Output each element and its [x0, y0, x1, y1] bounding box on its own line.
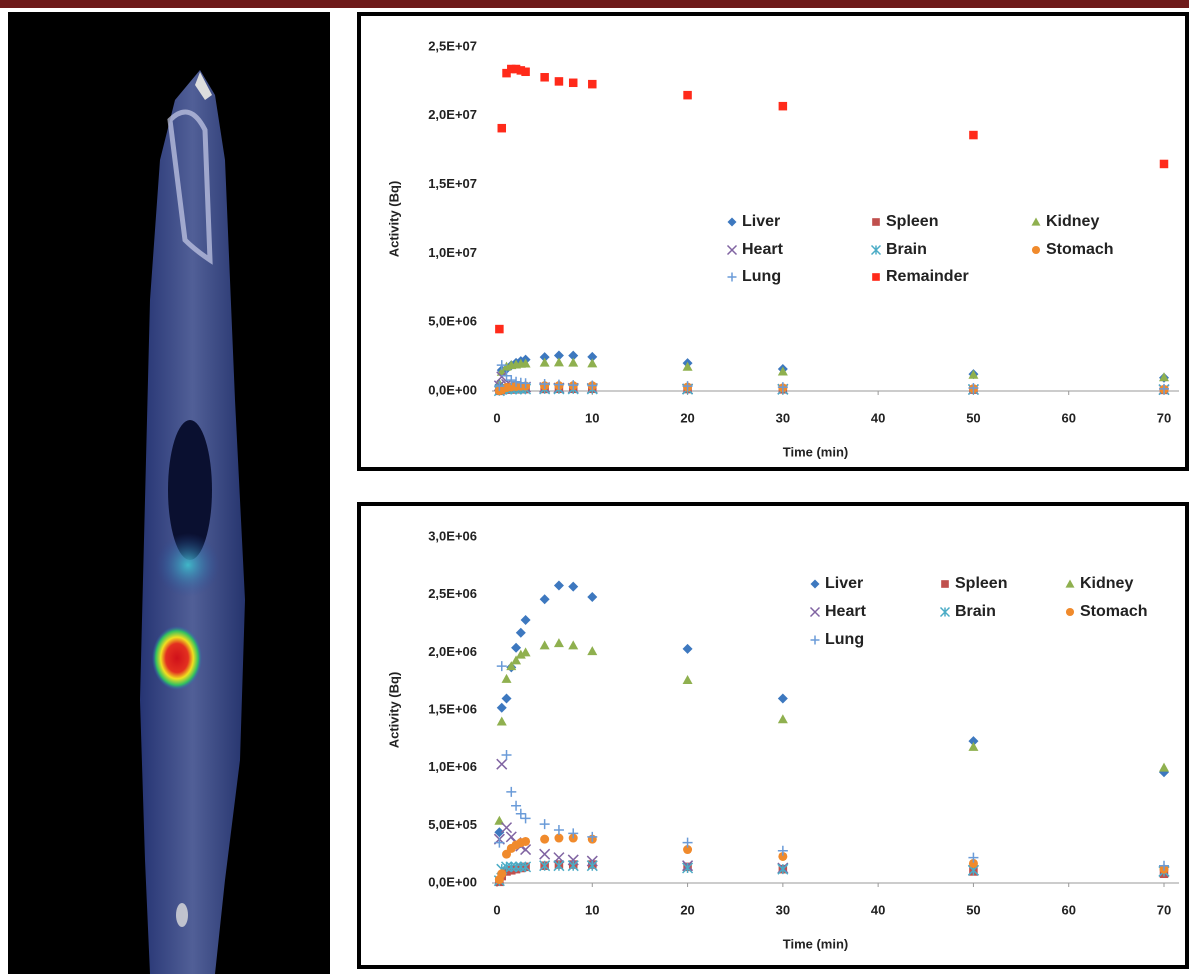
- y-tick-label: 0,0E+00: [428, 874, 477, 889]
- legend-label: Stomach: [1046, 241, 1114, 258]
- y-tick-label: 2,5E+06: [428, 586, 477, 601]
- marker: [969, 131, 978, 140]
- legend-label: Brain: [886, 241, 927, 258]
- x-tick-label: 10: [585, 410, 599, 425]
- legend-label: Kidney: [1046, 213, 1099, 230]
- y-tick-label: 2,5E+07: [428, 38, 477, 53]
- y-tick-label: 3,0E+06: [428, 528, 477, 543]
- legend-label: Stomach: [1080, 603, 1148, 620]
- marker: [540, 835, 549, 844]
- x-tick-label: 60: [1061, 410, 1075, 425]
- chart-frame: [359, 504, 1187, 967]
- legend-label: Spleen: [886, 213, 938, 230]
- marker: [683, 91, 692, 100]
- x-tick-label: 10: [585, 902, 599, 917]
- y-tick-label: 1,0E+06: [428, 759, 477, 774]
- legend-label: Liver: [742, 213, 780, 230]
- legend-label: Brain: [955, 603, 996, 620]
- pet-image: [8, 12, 330, 974]
- top-band: [0, 0, 1189, 8]
- x-tick-label: 70: [1157, 902, 1171, 917]
- marker: [555, 77, 564, 86]
- marker: [540, 73, 549, 82]
- x-tick-label: 50: [966, 410, 980, 425]
- y-axis-title: Activity (Bq): [386, 672, 401, 749]
- marker: [521, 68, 530, 77]
- x-tick-label: 0: [493, 410, 500, 425]
- legend-label: Spleen: [955, 575, 1007, 592]
- legend-marker: [1066, 608, 1074, 616]
- x-tick-label: 60: [1061, 902, 1075, 917]
- x-tick-label: 30: [776, 902, 790, 917]
- y-tick-label: 2,0E+07: [428, 107, 477, 122]
- x-axis-title: Time (min): [783, 936, 849, 951]
- x-tick-label: 0: [493, 902, 500, 917]
- legend-marker: [872, 273, 880, 281]
- marker: [498, 124, 507, 132]
- y-tick-label: 5,0E+06: [428, 314, 477, 329]
- y-axis-title: Activity (Bq): [386, 181, 401, 258]
- y-tick-label: 1,5E+07: [428, 176, 477, 191]
- legend-label: Heart: [825, 603, 867, 620]
- legend-label: Heart: [742, 241, 784, 258]
- marker: [588, 80, 597, 89]
- x-tick-label: 40: [871, 410, 885, 425]
- y-tick-label: 1,5E+06: [428, 701, 477, 716]
- x-tick-label: 30: [776, 410, 790, 425]
- x-tick-label: 70: [1157, 410, 1171, 425]
- y-tick-label: 2,0E+06: [428, 644, 477, 659]
- y-tick-label: 0,0E+00: [428, 382, 477, 397]
- y-tick-label: 5,0E+05: [428, 817, 477, 832]
- x-tick-label: 50: [966, 902, 980, 917]
- x-tick-label: 20: [680, 410, 694, 425]
- x-axis-title: Time (min): [783, 444, 849, 459]
- marker: [521, 837, 530, 846]
- marker: [497, 869, 506, 878]
- legend-marker: [872, 218, 880, 226]
- marker: [1160, 160, 1169, 169]
- x-tick-label: 40: [871, 902, 885, 917]
- legend-marker: [1032, 246, 1040, 254]
- marker: [779, 102, 788, 111]
- legend-label: Kidney: [1080, 575, 1133, 592]
- legend-label: Remainder: [886, 268, 969, 285]
- page: 0,0E+00 5,0E+06 1,0E+07 1,5E+07 2,0E+07 2,5E+…: [0, 0, 1189, 974]
- marker: [569, 79, 578, 88]
- legend-label: Lung: [742, 268, 781, 285]
- legend-label: Liver: [825, 575, 863, 592]
- legend-label: Lung: [825, 631, 864, 648]
- legend-marker: [941, 580, 949, 588]
- marker: [495, 325, 504, 334]
- x-tick-label: 20: [680, 902, 694, 917]
- y-tick-label: 1,0E+07: [428, 245, 477, 260]
